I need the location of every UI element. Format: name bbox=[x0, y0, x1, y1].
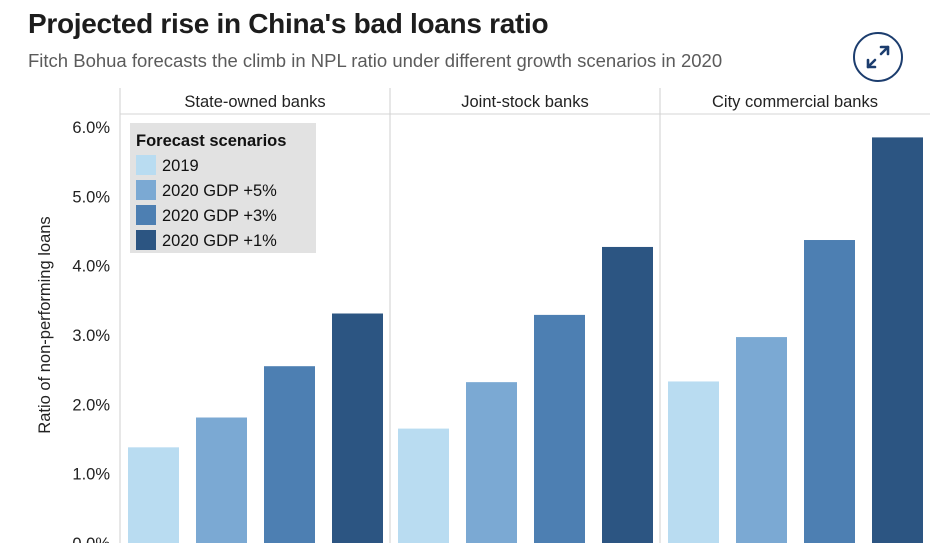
bar bbox=[602, 246, 653, 543]
bar bbox=[534, 314, 585, 543]
legend-swatch bbox=[136, 180, 156, 200]
bar bbox=[264, 366, 315, 543]
legend-label: 2019 bbox=[162, 157, 199, 175]
legend-label: 2020 GDP +1% bbox=[162, 232, 277, 250]
y-tick-label: 6.0% bbox=[72, 119, 110, 137]
bar bbox=[128, 447, 179, 543]
legend-swatch bbox=[136, 155, 156, 175]
bar bbox=[668, 381, 719, 543]
y-tick-label: 3.0% bbox=[72, 327, 110, 345]
legend-swatch bbox=[136, 205, 156, 225]
legend-swatch bbox=[136, 230, 156, 250]
panel-label: Joint-stock banks bbox=[461, 93, 588, 111]
panel-label: State-owned banks bbox=[184, 93, 325, 111]
y-tick-label: 5.0% bbox=[72, 188, 110, 206]
y-tick-label: 1.0% bbox=[72, 466, 110, 484]
bar bbox=[332, 313, 383, 543]
expand-icon bbox=[866, 45, 890, 69]
bar bbox=[466, 382, 517, 543]
bar bbox=[196, 417, 247, 543]
panel-label: City commercial banks bbox=[712, 93, 878, 111]
bar bbox=[872, 137, 923, 543]
bar bbox=[804, 240, 855, 543]
y-tick-label: 4.0% bbox=[72, 258, 110, 276]
chart-title: Projected rise in China's bad loans rati… bbox=[28, 8, 549, 39]
bar bbox=[736, 337, 787, 543]
legend-title: Forecast scenarios bbox=[136, 132, 286, 150]
legend-box bbox=[130, 123, 316, 253]
y-tick-label: 2.0% bbox=[72, 396, 110, 414]
bar bbox=[398, 428, 449, 543]
legend-label: 2020 GDP +5% bbox=[162, 182, 277, 200]
y-axis-title: Ratio of non-performing loans bbox=[36, 216, 54, 433]
legend-label: 2020 GDP +3% bbox=[162, 207, 277, 225]
expand-button[interactable] bbox=[853, 32, 903, 82]
chart-subtitle: Fitch Bohua forecasts the climb in NPL r… bbox=[28, 50, 723, 71]
y-tick-label: 0.0% bbox=[72, 535, 110, 543]
